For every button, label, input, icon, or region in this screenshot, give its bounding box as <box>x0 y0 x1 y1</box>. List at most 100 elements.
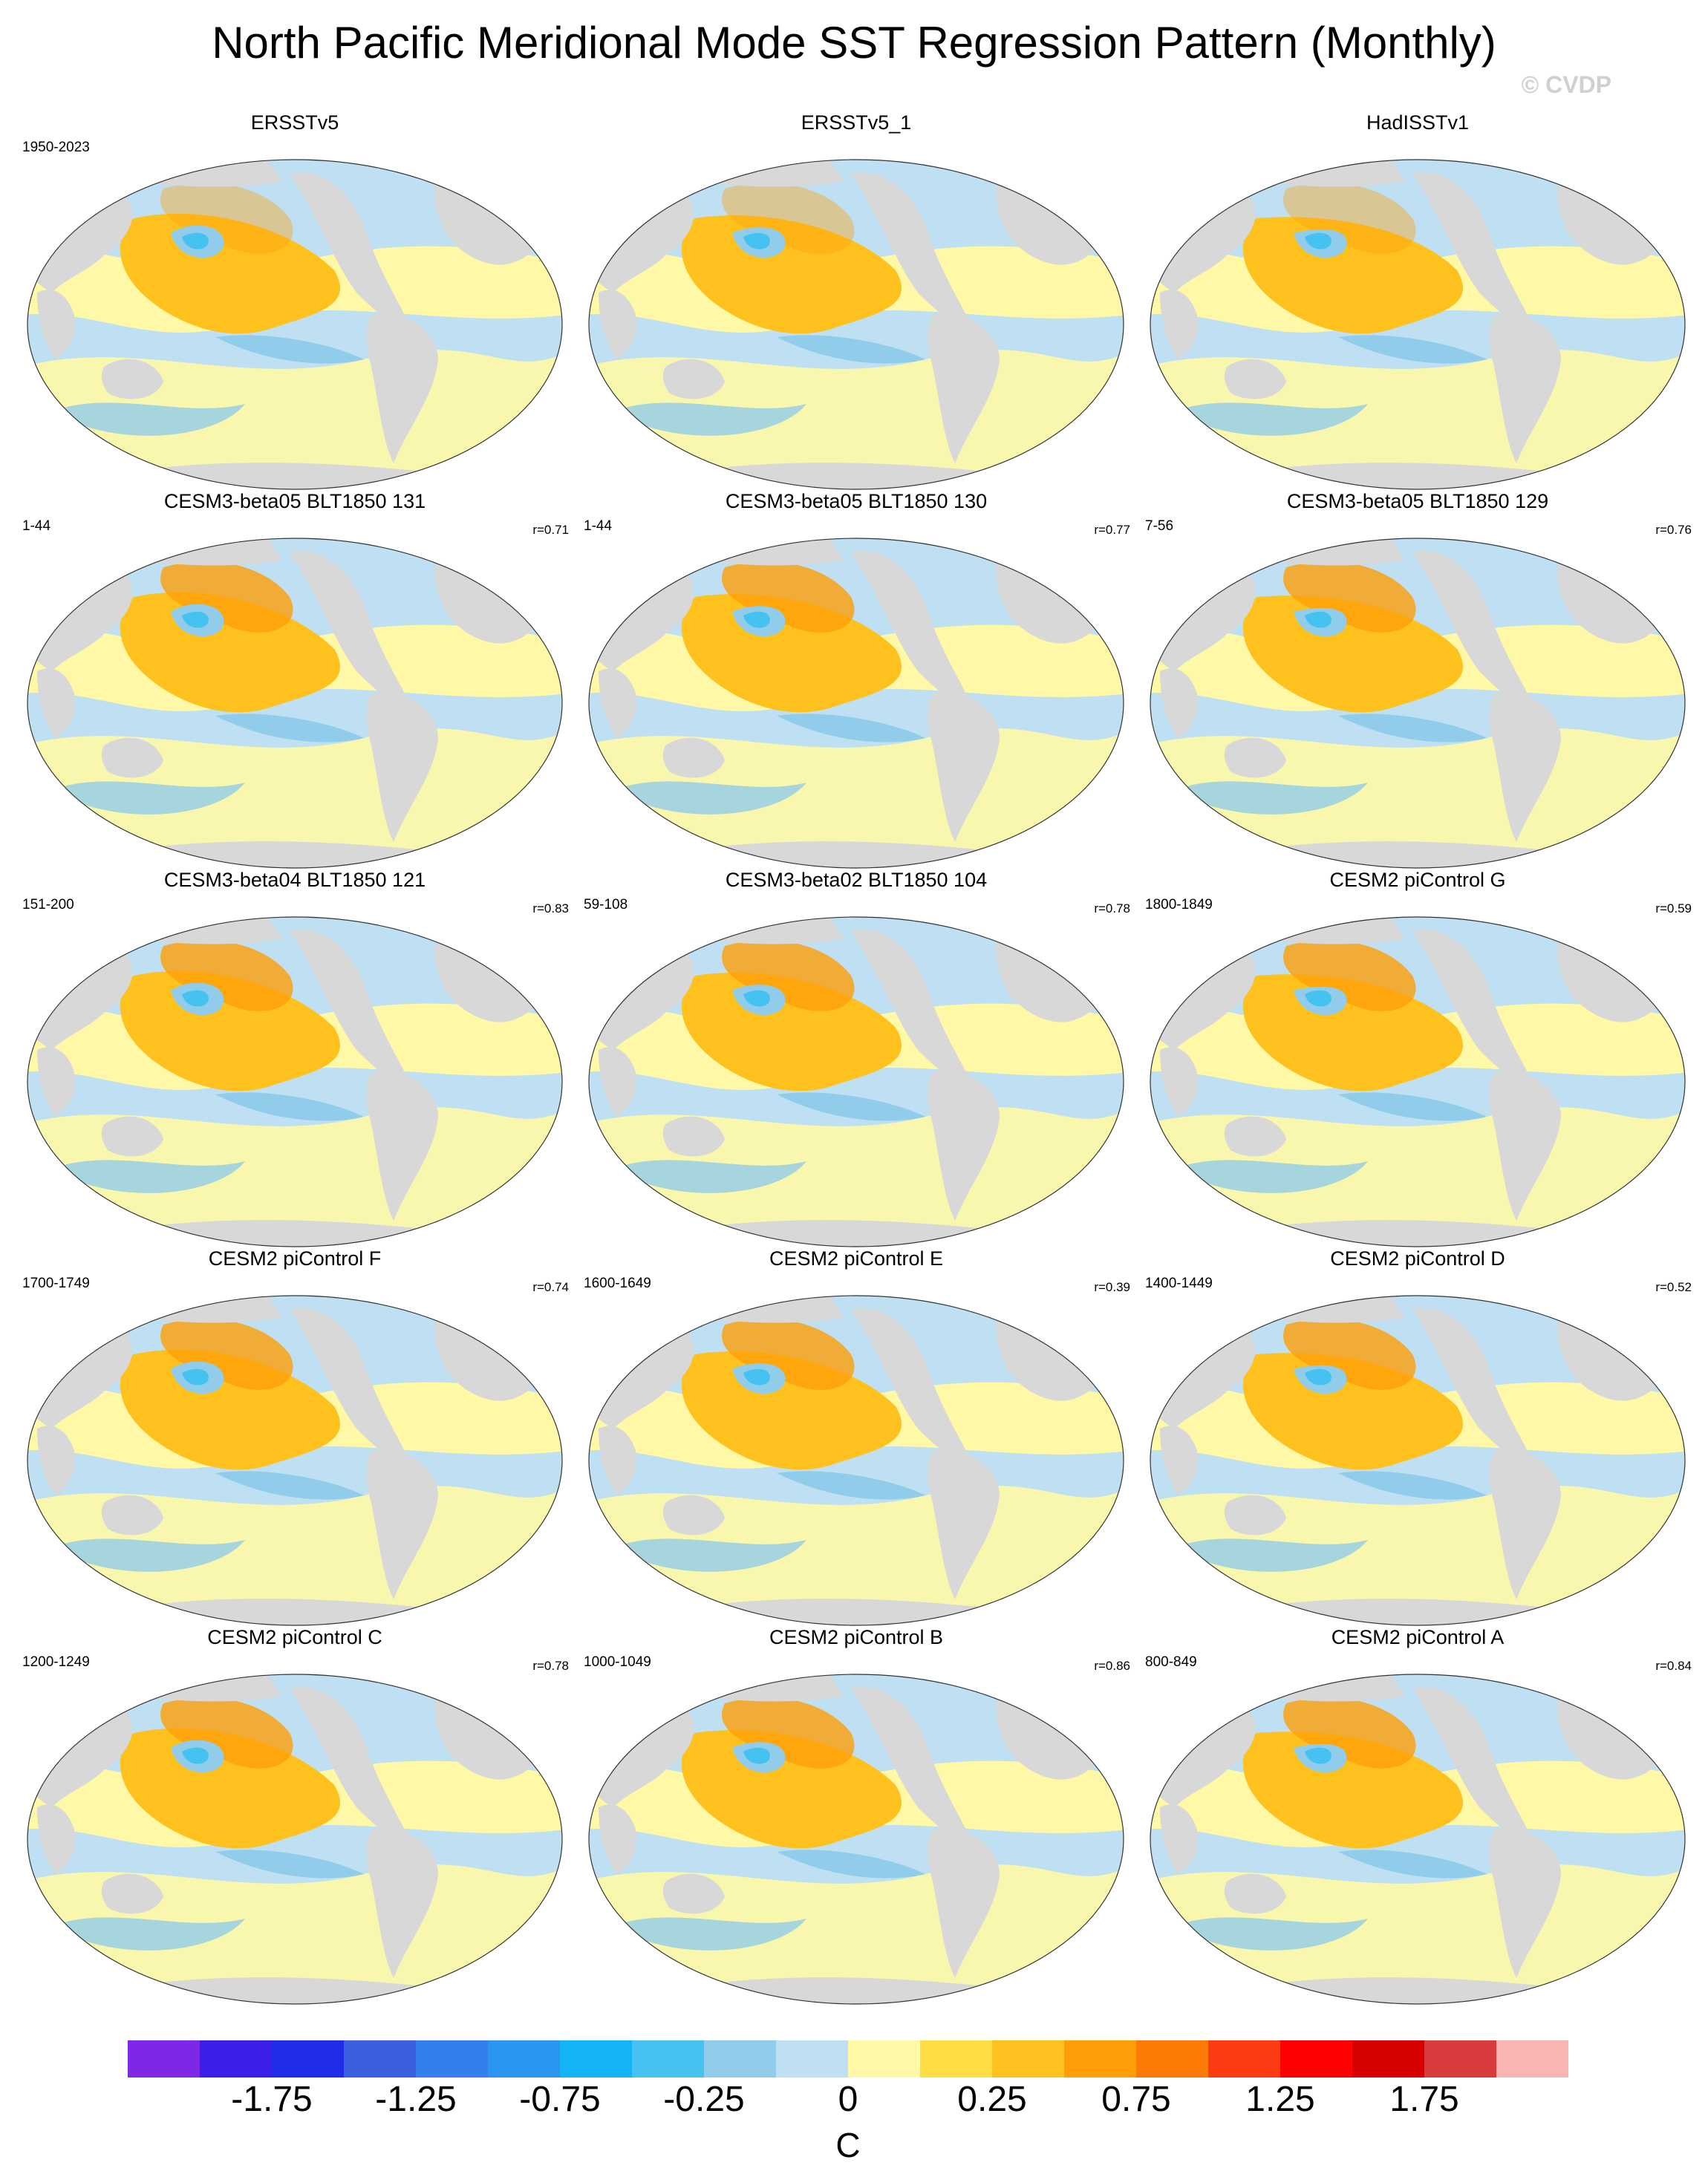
colorbar-tick-label: 0 <box>838 2080 858 2119</box>
map-panel: CESM2 piControl D 1400-1449 r=0.52 <box>1133 1247 1702 1626</box>
colorbar-box <box>1136 2040 1208 2078</box>
map-panel: ERSSTv5_1 <box>572 111 1141 490</box>
panel-period: 1800-1849 <box>1145 897 1213 913</box>
panel-correlation: r=0.59 <box>1655 901 1692 915</box>
panel-period: 1200-1249 <box>22 1654 90 1670</box>
map-panel: CESM2 piControl F 1700-1749 r=0.74 <box>10 1247 579 1626</box>
panel-correlation: r=0.86 <box>1094 1659 1130 1673</box>
figure-title: North Pacific Meridional Mode SST Regres… <box>212 18 1496 68</box>
panel-period: 1700-1749 <box>22 1276 90 1291</box>
map-panel: ERSSTv5 1950-2023 <box>10 111 579 490</box>
colorbar-box <box>416 2040 488 2078</box>
copyright-label: © CVDP <box>1521 71 1611 98</box>
map-panel: CESM2 piControl B 1000-1049 r=0.86 <box>572 1626 1141 2005</box>
sst-map <box>1150 1674 1686 2005</box>
panel-title: HadISSTv1 <box>1366 111 1470 134</box>
panel-period: 1600-1649 <box>584 1276 651 1291</box>
sst-map <box>1150 1295 1686 1626</box>
panel-title: CESM3-beta05 BLT1850 129 <box>1286 490 1549 512</box>
map-panel: CESM2 piControl G 1800-1849 r=0.59 <box>1133 869 1702 1247</box>
colorbar-box <box>128 2040 200 2078</box>
panel-correlation: r=0.83 <box>532 901 569 915</box>
sst-map <box>27 159 563 490</box>
panel-correlation: r=0.76 <box>1655 523 1692 537</box>
panel-title: CESM3-beta04 BLT1850 121 <box>163 869 426 891</box>
sst-map <box>27 538 563 869</box>
colorbar-box <box>200 2040 272 2078</box>
sst-map <box>1150 916 1686 1247</box>
map-panel: CESM2 piControl A 800-849 r=0.84 <box>1133 1626 1702 2005</box>
map-panel: CESM3-beta05 BLT1850 131 1-44 r=0.71 <box>10 490 579 869</box>
colorbar-box <box>992 2040 1064 2078</box>
colorbar-box <box>344 2040 416 2078</box>
panel-period: 1950-2023 <box>22 140 90 155</box>
panel-title: CESM2 piControl C <box>207 1626 382 1648</box>
panel-title: CESM3-beta05 BLT1850 130 <box>725 490 988 512</box>
sst-map <box>588 538 1124 869</box>
panel-title: CESM2 piControl A <box>1331 1626 1505 1648</box>
panel-period: 59-108 <box>584 897 628 913</box>
colorbar-tick-label: 0.25 <box>957 2080 1027 2119</box>
colorbar-tick-label: 1.25 <box>1245 2080 1315 2119</box>
colorbar-box <box>1352 2040 1424 2078</box>
panel-correlation: r=0.52 <box>1655 1280 1692 1294</box>
panel-title: CESM3-beta02 BLT1850 104 <box>725 869 988 891</box>
colorbar-box <box>632 2040 704 2078</box>
map-panel: CESM3-beta02 BLT1850 104 59-108 r=0.78 <box>572 869 1141 1247</box>
panel-period: 151-200 <box>22 897 74 913</box>
sst-map <box>588 159 1124 490</box>
sst-map <box>1150 538 1686 869</box>
panel-title: CESM2 piControl G <box>1329 869 1506 891</box>
colorbar-box <box>1280 2040 1352 2078</box>
colorbar-tick-label: -1.25 <box>375 2080 457 2119</box>
sst-map <box>27 1295 563 1626</box>
map-panel: CESM3-beta05 BLT1850 129 7-56 r=0.76 <box>1133 490 1702 869</box>
panel-title: CESM3-beta05 BLT1850 131 <box>163 490 426 512</box>
colorbar-tick-label: 0.75 <box>1101 2080 1171 2119</box>
colorbar-tick-label: -0.75 <box>519 2080 601 2119</box>
colorbar-box <box>1496 2040 1568 2078</box>
sst-map <box>27 1674 563 2005</box>
colorbar-box <box>704 2040 776 2078</box>
colorbar-box <box>848 2040 920 2078</box>
panel-correlation: r=0.74 <box>532 1280 569 1294</box>
panel-period: 800-849 <box>1145 1654 1197 1670</box>
panel-period: 1-44 <box>22 518 51 534</box>
sst-map <box>588 1674 1124 2005</box>
sst-map <box>588 916 1124 1247</box>
panel-period: 1-44 <box>584 518 613 534</box>
colorbar-tick-label: -1.75 <box>231 2080 313 2119</box>
panel-correlation: r=0.71 <box>532 523 569 537</box>
panel-title: CESM2 piControl D <box>1330 1247 1505 1270</box>
colorbar-box <box>560 2040 632 2078</box>
sst-map <box>27 916 563 1247</box>
sst-map <box>588 1295 1124 1626</box>
panel-period: 1000-1049 <box>584 1654 651 1670</box>
panel-period: 7-56 <box>1145 518 1174 534</box>
colorbar-box <box>272 2040 344 2078</box>
colorbar-box <box>1424 2040 1496 2078</box>
panel-title: CESM2 piControl B <box>769 1626 944 1648</box>
map-panel: CESM2 piControl C 1200-1249 r=0.78 <box>10 1626 579 2005</box>
colorbar-box <box>776 2040 848 2078</box>
panel-title: CESM2 piControl F <box>208 1247 382 1270</box>
colorbar-unit: C <box>835 2126 861 2164</box>
colorbar <box>128 2040 1568 2078</box>
sst-map <box>1150 159 1686 490</box>
panel-correlation: r=0.84 <box>1655 1659 1692 1673</box>
panel-title: ERSSTv5_1 <box>801 111 912 134</box>
panel-correlation: r=0.77 <box>1094 523 1130 537</box>
colorbar-box <box>1208 2040 1280 2078</box>
panel-correlation: r=0.78 <box>532 1659 569 1673</box>
map-panel: HadISSTv1 <box>1133 111 1702 490</box>
panel-correlation: r=0.39 <box>1094 1280 1130 1294</box>
map-panel: CESM2 piControl E 1600-1649 r=0.39 <box>572 1247 1141 1626</box>
panel-correlation: r=0.78 <box>1094 901 1130 915</box>
panel-period: 1400-1449 <box>1145 1276 1213 1291</box>
colorbar-tick-label: -0.25 <box>663 2080 745 2119</box>
colorbar-box <box>488 2040 560 2078</box>
map-panel: CESM3-beta04 BLT1850 121 151-200 r=0.83 <box>10 869 579 1247</box>
map-panel: CESM3-beta05 BLT1850 130 1-44 r=0.77 <box>572 490 1141 869</box>
panel-title: ERSSTv5 <box>250 111 339 134</box>
colorbar-tick-label: 1.75 <box>1389 2080 1459 2119</box>
